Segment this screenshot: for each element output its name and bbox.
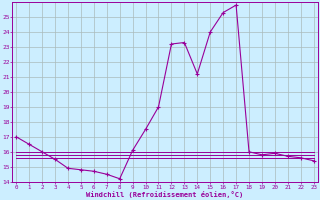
X-axis label: Windchill (Refroidissement éolien,°C): Windchill (Refroidissement éolien,°C) xyxy=(86,191,244,198)
